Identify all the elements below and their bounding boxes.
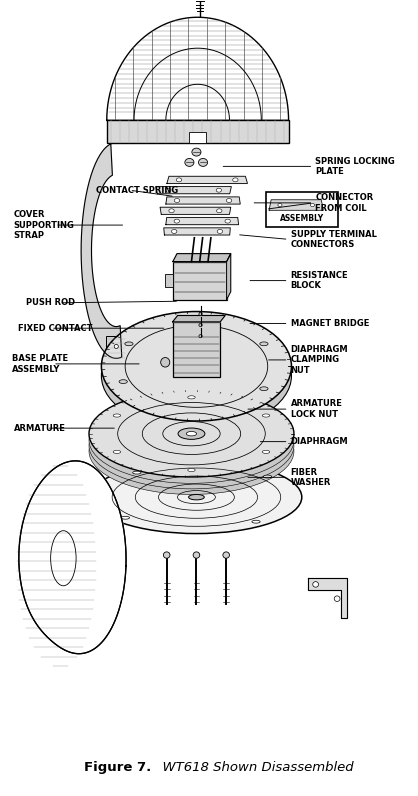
Text: SPRING LOCKING
PLATE: SPRING LOCKING PLATE (316, 157, 395, 176)
Ellipse shape (223, 552, 229, 558)
Bar (266, 192, 338, 227)
Ellipse shape (176, 178, 182, 181)
Ellipse shape (252, 521, 260, 523)
Text: COVER
SUPPORTING
STRAP: COVER SUPPORTING STRAP (14, 210, 75, 240)
Text: MAGNET BRIDGE: MAGNET BRIDGE (291, 319, 369, 328)
Ellipse shape (163, 552, 170, 558)
Ellipse shape (263, 475, 272, 478)
Ellipse shape (119, 380, 127, 384)
Ellipse shape (188, 469, 195, 471)
Text: ASSEMBLY: ASSEMBLY (280, 214, 324, 224)
Bar (189, 132, 206, 143)
Ellipse shape (178, 428, 205, 439)
Ellipse shape (193, 552, 200, 558)
Polygon shape (166, 217, 239, 224)
Ellipse shape (263, 414, 270, 417)
Bar (106, 336, 127, 360)
Ellipse shape (89, 408, 294, 494)
Ellipse shape (334, 596, 340, 602)
Ellipse shape (227, 198, 232, 202)
Polygon shape (107, 18, 288, 120)
Ellipse shape (189, 494, 204, 500)
Ellipse shape (113, 451, 121, 454)
FancyBboxPatch shape (107, 120, 288, 142)
Text: RESISTANCE
BLOCK: RESISTANCE BLOCK (291, 271, 348, 291)
Text: Figure 7.: Figure 7. (84, 761, 151, 774)
Ellipse shape (311, 204, 315, 207)
Ellipse shape (260, 342, 268, 345)
Ellipse shape (114, 345, 118, 349)
Ellipse shape (233, 178, 238, 181)
Text: ARMATURE
LOCK NUT: ARMATURE LOCK NUT (291, 400, 342, 419)
Text: WT618 Shown Disassembled: WT618 Shown Disassembled (154, 761, 354, 774)
Ellipse shape (113, 414, 121, 417)
Ellipse shape (102, 311, 291, 421)
Bar (173, 322, 220, 377)
Ellipse shape (199, 334, 202, 338)
Ellipse shape (102, 321, 291, 431)
Ellipse shape (161, 357, 170, 367)
Ellipse shape (125, 342, 133, 345)
Ellipse shape (133, 471, 141, 474)
Ellipse shape (186, 431, 196, 436)
Ellipse shape (91, 461, 302, 533)
Ellipse shape (217, 229, 223, 233)
Ellipse shape (121, 517, 130, 519)
Polygon shape (173, 315, 225, 322)
Bar (165, 275, 173, 287)
Polygon shape (19, 461, 126, 654)
Text: PUSH ROD: PUSH ROD (26, 298, 75, 307)
Ellipse shape (260, 387, 268, 391)
Text: FIXED CONTACT: FIXED CONTACT (18, 324, 92, 333)
Polygon shape (160, 207, 231, 214)
Text: SUPPLY TERMINAL
CONNECTORS: SUPPLY TERMINAL CONNECTORS (291, 230, 377, 249)
Text: BASE PLATE
ASSEMBLY: BASE PLATE ASSEMBLY (12, 354, 68, 373)
Polygon shape (164, 228, 230, 235)
Ellipse shape (278, 204, 282, 207)
Polygon shape (227, 254, 231, 299)
Polygon shape (269, 200, 324, 210)
Ellipse shape (199, 158, 208, 166)
Text: CONNECTOR
FROM COIL: CONNECTOR FROM COIL (316, 193, 374, 213)
Polygon shape (308, 579, 347, 618)
Bar (173, 262, 227, 299)
Polygon shape (156, 186, 231, 193)
Ellipse shape (188, 396, 195, 399)
Ellipse shape (174, 219, 179, 223)
Text: CONTACT SPRING: CONTACT SPRING (97, 185, 178, 195)
Ellipse shape (169, 209, 174, 213)
Text: DIAPHRAGM
CLAMPING
NUT: DIAPHRAGM CLAMPING NUT (291, 345, 348, 375)
Polygon shape (81, 144, 122, 358)
Ellipse shape (313, 582, 319, 587)
Ellipse shape (199, 323, 202, 326)
Ellipse shape (171, 229, 177, 233)
Polygon shape (167, 176, 247, 183)
Ellipse shape (216, 188, 222, 192)
Ellipse shape (166, 188, 171, 192)
Text: ARMATURE: ARMATURE (14, 423, 66, 433)
Polygon shape (173, 254, 231, 262)
Ellipse shape (225, 219, 230, 223)
Polygon shape (166, 197, 240, 204)
Ellipse shape (185, 158, 194, 166)
Ellipse shape (174, 198, 180, 202)
Ellipse shape (199, 312, 202, 315)
Ellipse shape (263, 451, 270, 454)
Text: FIBER
WASHER: FIBER WASHER (291, 467, 331, 487)
Ellipse shape (89, 390, 294, 477)
Text: DIAPHRAGM: DIAPHRAGM (291, 437, 348, 446)
Ellipse shape (89, 396, 294, 483)
Ellipse shape (89, 402, 294, 489)
Ellipse shape (192, 148, 201, 156)
Ellipse shape (217, 209, 222, 213)
